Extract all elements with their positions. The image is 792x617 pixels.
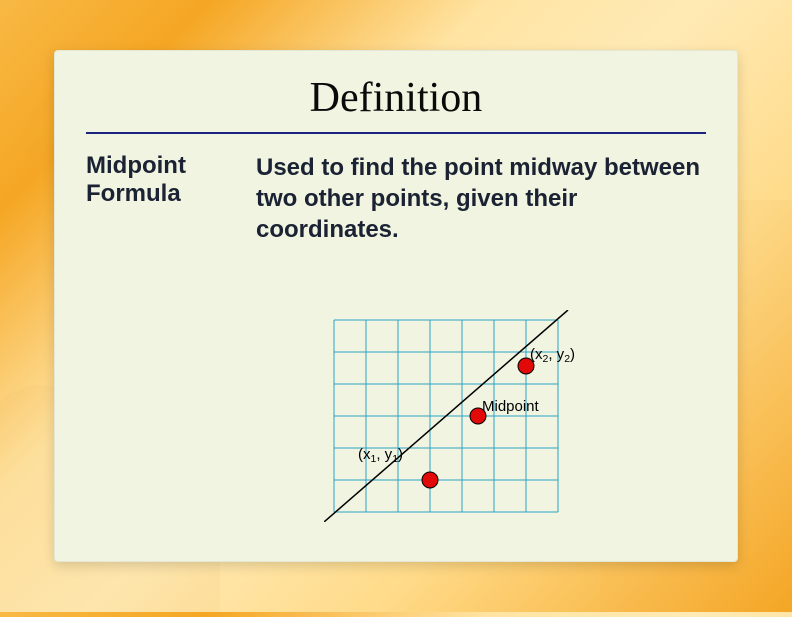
point-label-p2: (x2, y2)	[530, 346, 575, 363]
title-rule	[86, 132, 706, 134]
point-label-midpoint: Midpoint	[482, 398, 539, 415]
term-line-2: Formula	[86, 180, 181, 207]
midpoint-graph: (x1, y1) Midpoint (x2, y2)	[324, 310, 628, 522]
point-label-p1: (x1, y1)	[358, 446, 403, 463]
term-line-1: Midpoint	[86, 152, 186, 179]
card-title: Definition	[86, 74, 706, 122]
definition-text: Used to find the point midway between tw…	[256, 152, 706, 246]
term-column: Midpoint Formula	[86, 152, 226, 246]
definition-card: Definition Midpoint Formula Used to find…	[54, 50, 738, 562]
content-row: Midpoint Formula Used to find the point …	[86, 152, 706, 246]
graph-svg	[324, 310, 608, 522]
